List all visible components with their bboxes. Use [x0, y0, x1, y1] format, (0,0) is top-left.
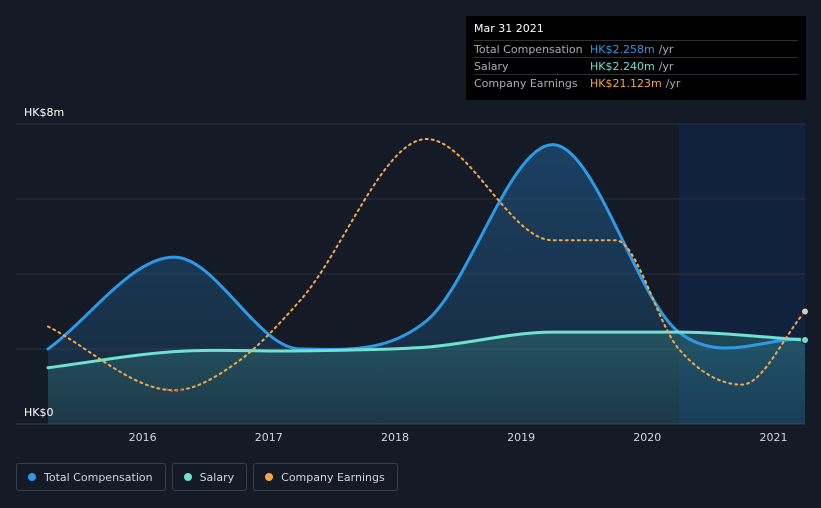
- legend-dot-icon: [28, 473, 36, 481]
- salary-area: [48, 332, 805, 424]
- chart-legend: Total Compensation Salary Company Earnin…: [16, 463, 398, 491]
- chart-tooltip: Mar 31 2021 Total Compensation HK$2.258m…: [466, 16, 806, 100]
- x-tick-label: 2017: [255, 431, 283, 444]
- tooltip-label: Salary: [474, 59, 509, 73]
- tooltip-row-salary: Salary HK$2.240m /yr: [474, 57, 798, 74]
- company-earnings-endpoint: [801, 307, 809, 316]
- x-tick-label: 2016: [129, 431, 157, 444]
- tooltip-row-total-compensation: Total Compensation HK$2.258m /yr: [474, 40, 798, 57]
- legend-item-salary[interactable]: Salary: [171, 463, 248, 491]
- tooltip-unit: /yr: [658, 42, 674, 56]
- legend-dot-icon: [265, 473, 274, 481]
- tooltip-label: Total Compensation: [474, 42, 583, 56]
- company-earnings-line: [47, 137, 806, 392]
- tooltip-value: HK$21.123m: [590, 76, 662, 90]
- x-tick-label: 2018: [381, 431, 409, 444]
- tooltip-date: Mar 31 2021: [474, 22, 544, 35]
- legend-label: Company Earnings: [281, 470, 385, 484]
- x-tick-label: 2021: [759, 431, 787, 444]
- tooltip-unit: /yr: [665, 76, 681, 90]
- earnings-negative-segment: [165, 388, 183, 393]
- y-axis-top-label: HK$8m: [24, 106, 65, 119]
- x-tick-label: 2020: [633, 431, 661, 444]
- tooltip-value: HK$2.258m: [590, 42, 655, 56]
- salary-line: [46, 330, 807, 370]
- tooltip-row-company-earnings: Company Earnings HK$21.123m /yr: [474, 74, 798, 91]
- salary-endpoint: [801, 336, 809, 344]
- tooltip-label: Company Earnings: [474, 76, 578, 90]
- tooltip-value: HK$2.240m: [590, 59, 655, 73]
- x-tick-label: 2019: [507, 431, 535, 444]
- tooltip-unit: /yr: [658, 59, 674, 73]
- legend-dot-icon: [183, 473, 192, 481]
- y-axis-bottom-label: HK$0: [24, 406, 54, 419]
- legend-label: Total Compensation: [44, 470, 153, 484]
- legend-item-total-compensation[interactable]: Total Compensation: [16, 463, 166, 491]
- legend-label: Salary: [199, 470, 235, 484]
- legend-item-company-earnings[interactable]: Company Earnings: [253, 463, 398, 491]
